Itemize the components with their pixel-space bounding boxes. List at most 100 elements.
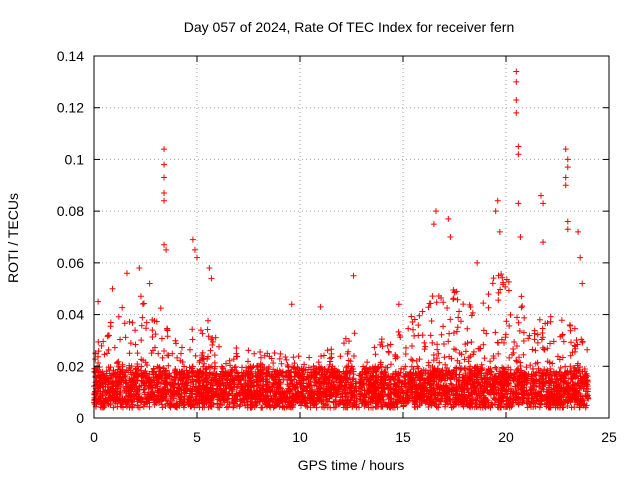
- data-point: [138, 356, 145, 363]
- data-point: [294, 364, 301, 371]
- data-point-base: [386, 393, 393, 400]
- data-point-base: [102, 387, 109, 394]
- data-point: [205, 404, 212, 411]
- data-point: [231, 364, 238, 371]
- data-point-outlier: [540, 200, 547, 207]
- data-point-base: [171, 374, 178, 381]
- data-point: [546, 359, 553, 366]
- data-point-base: [320, 376, 327, 383]
- data-point-base: [513, 394, 520, 401]
- data-point-base: [344, 369, 351, 376]
- data-point: [539, 344, 546, 351]
- data-point-base: [241, 389, 248, 396]
- data-point-outlier: [189, 236, 196, 243]
- data-point-base: [337, 373, 344, 380]
- data-point: [254, 364, 261, 371]
- plot-frame: [93, 55, 610, 419]
- data-point: [204, 326, 211, 333]
- data-point-base: [470, 382, 477, 389]
- data-point: [324, 347, 331, 354]
- data-point: [315, 359, 322, 366]
- data-point-base: [542, 379, 549, 386]
- data-point: [505, 287, 512, 294]
- data-point: [549, 360, 556, 367]
- data-point: [447, 380, 454, 387]
- data-point: [327, 355, 334, 362]
- data-point: [419, 308, 426, 315]
- data-point: [427, 332, 434, 339]
- data-point-base: [444, 375, 451, 382]
- data-point: [539, 329, 546, 336]
- data-point: [200, 355, 207, 362]
- data-point: [554, 353, 561, 360]
- data-point: [461, 356, 468, 363]
- data-point: [502, 334, 509, 341]
- data-point: [149, 327, 156, 334]
- data-point-base: [218, 368, 225, 375]
- data-point-base: [441, 372, 448, 379]
- data-point-base: [584, 391, 591, 398]
- data-point: [414, 404, 421, 410]
- data-point-base: [448, 387, 455, 394]
- data-point: [346, 338, 353, 345]
- data-point-outlier: [513, 109, 520, 116]
- data-point-base: [223, 375, 230, 382]
- data-point: [318, 353, 325, 360]
- data-point: [429, 364, 436, 371]
- data-point-base: [141, 401, 148, 408]
- data-point-outlier: [109, 285, 116, 292]
- data-point-base: [249, 394, 256, 401]
- data-point: [421, 339, 428, 346]
- data-point-base: [356, 372, 363, 379]
- data-point-base: [512, 383, 519, 390]
- data-point-base: [298, 383, 305, 390]
- data-point: [152, 331, 159, 338]
- data-point: [456, 308, 463, 315]
- data-point-base: [498, 392, 505, 399]
- data-point: [453, 328, 460, 335]
- data-point: [530, 365, 537, 372]
- data-point-base: [266, 398, 273, 405]
- data-point: [408, 363, 415, 370]
- data-point: [405, 325, 412, 332]
- data-point-base: [531, 382, 538, 389]
- data-point-base: [543, 401, 550, 408]
- data-point-base: [395, 386, 402, 393]
- data-point-base: [437, 377, 444, 384]
- data-point-outlier: [161, 174, 168, 181]
- data-point: [531, 327, 538, 334]
- data-point-outlier: [540, 239, 547, 246]
- data-point-outlier: [146, 280, 153, 287]
- data-point-base: [199, 378, 206, 385]
- data-point-base: [451, 386, 458, 393]
- data-point-base: [325, 398, 332, 405]
- data-point-base: [305, 374, 312, 381]
- data-point: [514, 365, 521, 372]
- data-point: [129, 404, 136, 411]
- data-point: [278, 360, 285, 367]
- data-point: [573, 337, 580, 344]
- data-point-base: [464, 385, 471, 392]
- data-point-base: [255, 368, 262, 375]
- data-point-base: [173, 400, 180, 407]
- data-point: [129, 319, 136, 326]
- y-tick-label: 0.06: [57, 255, 84, 271]
- data-point-base: [202, 386, 209, 393]
- data-point-base: [459, 381, 466, 388]
- data-point: [492, 329, 499, 336]
- data-point-base: [252, 370, 259, 377]
- data-point-base: [256, 372, 263, 379]
- data-point-base: [516, 369, 523, 376]
- data-point: [464, 325, 471, 332]
- data-point-base: [284, 381, 291, 388]
- data-point-base: [220, 396, 227, 403]
- data-point: [134, 350, 141, 357]
- data-point: [251, 350, 258, 357]
- data-point-base: [266, 372, 273, 379]
- data-point-base: [400, 394, 407, 401]
- data-point-base: [149, 384, 156, 391]
- data-point-base: [158, 401, 165, 408]
- data-point-base: [498, 379, 505, 386]
- data-point: [233, 344, 240, 351]
- data-point-base: [311, 401, 318, 408]
